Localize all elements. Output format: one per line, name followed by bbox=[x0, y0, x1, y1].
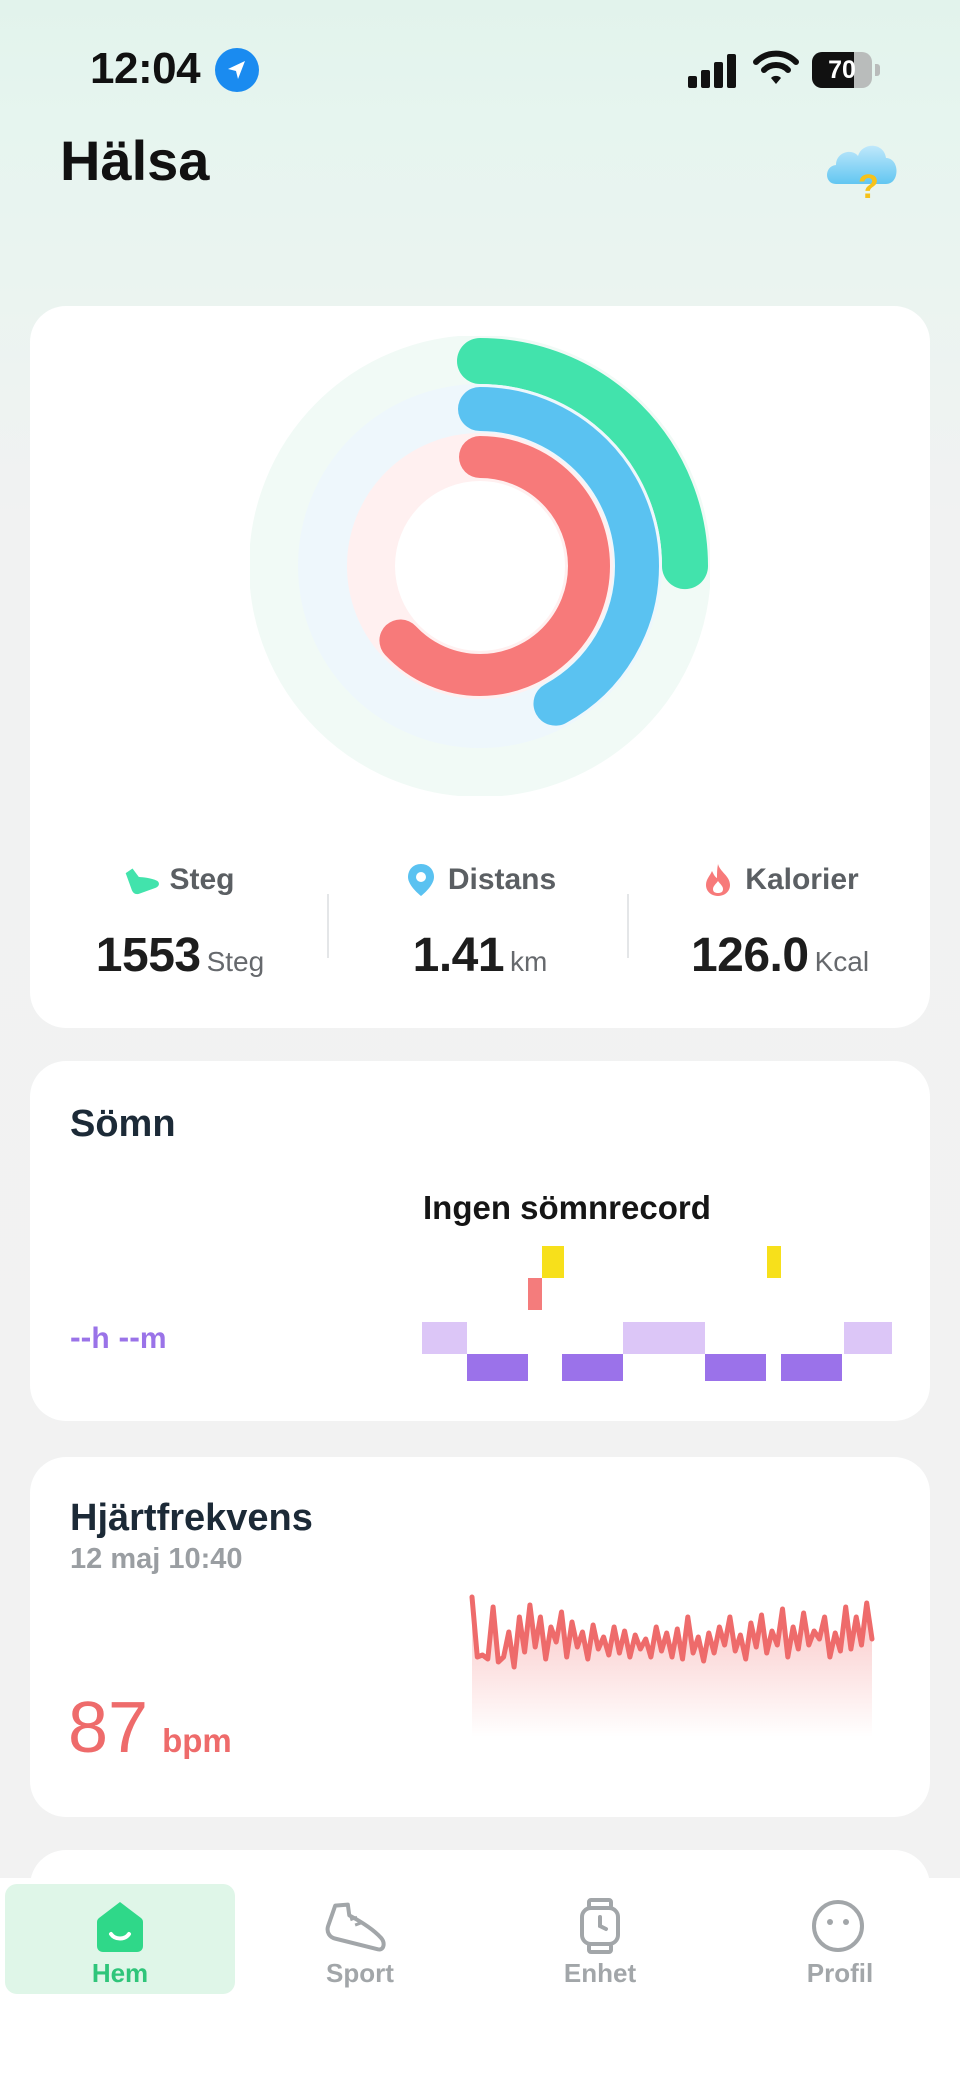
tab-label: Sport bbox=[326, 1958, 394, 1988]
battery-level: 70 bbox=[828, 56, 856, 84]
sleep-stage-rem bbox=[528, 1278, 542, 1310]
location-arrow-icon bbox=[215, 48, 259, 92]
tab-label: Hem bbox=[91, 1958, 149, 1988]
sleep-stage-awake bbox=[767, 1246, 781, 1278]
stat-label: Steg bbox=[169, 863, 235, 896]
stat-unit: Kcal bbox=[814, 946, 870, 977]
tab-bar: Hem Sport Enhet Profil bbox=[0, 1878, 960, 2081]
stat-unit: km bbox=[510, 946, 548, 977]
cellular-signal-icon bbox=[688, 52, 738, 88]
weather-unknown-icon[interactable]: ? bbox=[822, 128, 902, 206]
sleep-stage-deep bbox=[562, 1354, 623, 1381]
stat-calories: Kalorier 126.0 Kcal bbox=[630, 858, 930, 983]
sleep-minutes-unit: m bbox=[139, 1322, 167, 1355]
profile-face-icon bbox=[810, 1898, 866, 1954]
tab-sport[interactable]: Sport bbox=[245, 1884, 475, 1994]
sleep-stage-awake bbox=[542, 1246, 564, 1278]
stat-unit: Steg bbox=[206, 946, 265, 977]
tab-profil[interactable]: Profil bbox=[725, 1884, 955, 1994]
smartwatch-icon bbox=[575, 1898, 625, 1954]
heart-rate-reading: 87 bpm bbox=[68, 1687, 232, 1769]
tab-label: Profil bbox=[806, 1958, 874, 1988]
sleep-minutes: -- bbox=[118, 1319, 140, 1355]
stat-label: Kalorier bbox=[745, 863, 859, 896]
heart-rate-card[interactable]: Hjärtfrekvens 12 maj 10:40 87 bpm bbox=[30, 1457, 930, 1817]
home-icon bbox=[95, 1898, 145, 1954]
heart-rate-sparkline bbox=[469, 1594, 875, 1737]
location-pin-icon bbox=[404, 862, 438, 898]
sneaker-icon bbox=[325, 1898, 395, 1954]
sleep-title: Sömn bbox=[70, 1103, 176, 1145]
ring-progress-calories bbox=[350, 436, 610, 696]
stat-steps: Steg 1553 Steg bbox=[30, 858, 330, 983]
heart-rate-unit: bpm bbox=[162, 1722, 232, 1759]
heart-rate-value: 87 bbox=[68, 1688, 149, 1768]
sleep-duration: --h --m bbox=[70, 1319, 167, 1356]
sleep-hours-unit: h bbox=[91, 1322, 110, 1355]
sleep-stage-light bbox=[623, 1322, 705, 1354]
tab-enhet[interactable]: Enhet bbox=[485, 1884, 715, 1994]
shoe-icon bbox=[125, 862, 160, 898]
stat-value: 1.41 bbox=[412, 929, 505, 982]
sleep-stage-deep bbox=[467, 1354, 528, 1381]
tab-hem[interactable]: Hem bbox=[5, 1884, 235, 1994]
divider bbox=[627, 894, 629, 958]
svg-text:?: ? bbox=[858, 168, 879, 204]
flame-icon bbox=[701, 862, 735, 898]
sleep-stage-light bbox=[844, 1322, 892, 1354]
sleep-placeholder-chart bbox=[422, 1246, 892, 1381]
heart-rate-timestamp: 12 maj 10:40 bbox=[70, 1543, 243, 1575]
tab-label: Enhet bbox=[563, 1958, 637, 1988]
ring-progress-steps bbox=[252, 338, 708, 794]
ring-progress-distance bbox=[301, 387, 659, 745]
sleep-stage-deep bbox=[705, 1354, 766, 1381]
stat-value: 1553 bbox=[95, 929, 201, 982]
heart-rate-title: Hjärtfrekvens bbox=[70, 1497, 313, 1539]
sleep-card[interactable]: Sömn Ingen sömnrecord --h --m bbox=[30, 1061, 930, 1421]
wifi-icon bbox=[753, 48, 799, 88]
sleep-hours: -- bbox=[70, 1319, 92, 1355]
sleep-stage-deep bbox=[781, 1354, 842, 1381]
heart-rate-line bbox=[469, 1594, 875, 1670]
status-bar: 12:04 70 bbox=[0, 0, 960, 140]
activity-rings bbox=[250, 336, 710, 796]
page-title: Hälsa bbox=[60, 129, 210, 192]
sleep-stage-light bbox=[422, 1322, 467, 1354]
battery-icon: 70 bbox=[812, 52, 880, 88]
activity-card[interactable]: Steg 1553 Steg Distans 1.41 km Kalorier 12… bbox=[30, 306, 930, 1028]
sleep-empty-message: Ingen sömnrecord bbox=[423, 1189, 711, 1226]
status-time: 12:04 bbox=[90, 44, 201, 93]
divider bbox=[327, 894, 329, 958]
stat-distance: Distans 1.41 km bbox=[330, 858, 630, 983]
stat-label: Distans bbox=[447, 863, 557, 896]
stat-value: 126.0 bbox=[690, 929, 809, 982]
